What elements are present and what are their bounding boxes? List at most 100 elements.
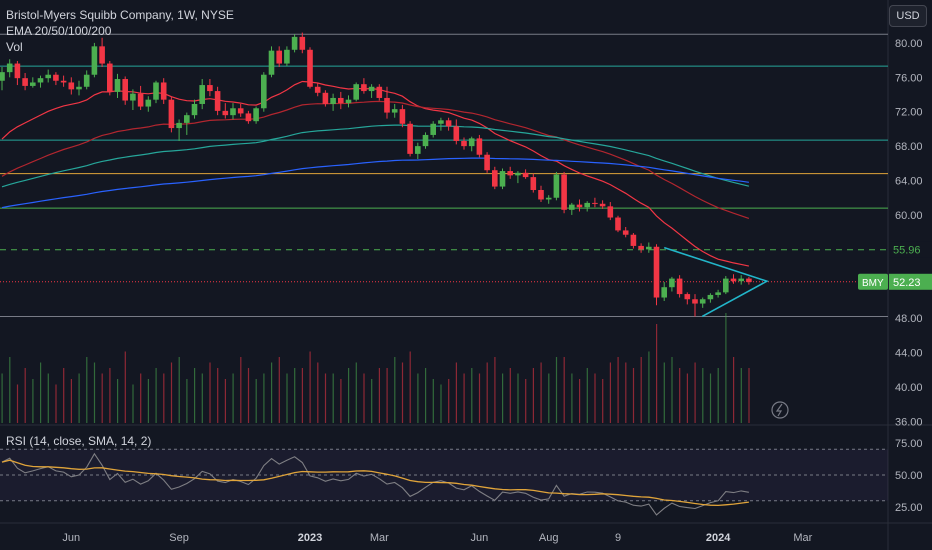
candle-body — [191, 103, 198, 116]
candle-body — [99, 46, 105, 64]
candle-body — [499, 171, 506, 187]
candle-body — [384, 97, 390, 113]
resistance-label-box — [889, 241, 932, 258]
volume-bar — [186, 379, 188, 423]
volume-bar — [386, 368, 388, 423]
candle-body — [376, 86, 383, 98]
candle-body — [268, 50, 275, 75]
volume-bar — [555, 357, 558, 423]
price-tick-label: 68.00 — [895, 141, 923, 153]
candle-body — [214, 91, 221, 111]
time-tick-label: 9 — [615, 532, 621, 544]
volume-bar — [625, 362, 627, 423]
candle-body — [592, 202, 598, 204]
volume-bar — [55, 384, 57, 423]
volume-bar — [640, 357, 642, 423]
volume-bar — [355, 362, 357, 423]
volume-bar — [671, 357, 673, 423]
candle-body — [730, 278, 737, 282]
candle-body — [661, 287, 667, 298]
price-tag-ticker-box — [858, 273, 888, 290]
currency-button[interactable]: USD — [889, 5, 927, 27]
rsi-legend[interactable]: RSI (14, close, SMA, 14, 2) — [6, 434, 152, 448]
volume-bar — [163, 373, 165, 423]
candle-body — [330, 97, 336, 104]
candle-body — [507, 171, 513, 176]
volume-bar — [740, 368, 742, 423]
candle-body — [207, 85, 213, 92]
candle-body — [638, 245, 644, 250]
volume-bar — [748, 368, 750, 423]
volume-bar — [417, 373, 419, 423]
volume-bar — [725, 313, 727, 423]
price-tick-label: 76.00 — [895, 72, 923, 84]
volume-bar — [255, 379, 257, 423]
candle-body — [553, 174, 560, 198]
candle-body — [669, 278, 675, 288]
candle-body — [307, 49, 313, 87]
volume-bar — [70, 379, 72, 423]
candle-body — [237, 108, 244, 114]
price-tag-value: 52.23 — [893, 277, 921, 289]
volume-bar — [217, 368, 219, 423]
candle-body — [699, 299, 706, 304]
volume-bar — [78, 373, 80, 423]
volume-bar — [517, 373, 519, 423]
volume-bar — [502, 373, 504, 423]
candle-body — [168, 99, 175, 129]
flash-icon — [771, 401, 789, 419]
volume-bar — [63, 368, 65, 423]
volume-bar — [494, 357, 496, 423]
volume-bar — [224, 379, 226, 423]
ema-legend[interactable]: EMA 20/50/100/200 — [6, 24, 112, 38]
candle-body — [476, 138, 483, 155]
candle-body — [30, 82, 36, 86]
volume-bar — [648, 351, 650, 423]
candle-body — [230, 108, 236, 116]
candle-body — [584, 202, 590, 208]
volume-legend[interactable]: Vol — [6, 40, 23, 54]
resistance-label: 55.96 — [893, 245, 921, 257]
candle-body — [438, 120, 444, 124]
volume-bar — [147, 379, 149, 423]
volume-bar — [93, 362, 96, 423]
candle-body — [545, 197, 552, 200]
candle-body — [276, 50, 282, 64]
volume-bar — [348, 368, 350, 423]
price-tag-value-box — [889, 273, 932, 290]
volume-bar — [240, 357, 242, 423]
volume-bar — [271, 362, 273, 423]
volume-bar — [540, 362, 542, 423]
volume-bar — [525, 379, 527, 423]
candle-body — [630, 234, 637, 246]
candle-body — [415, 146, 421, 154]
candle-body — [746, 278, 752, 283]
candle-body — [530, 177, 537, 190]
candle-body — [160, 82, 167, 100]
volume-bar — [263, 373, 265, 423]
rsi-tick-label: 75.00 — [895, 438, 923, 450]
candle-body — [284, 49, 290, 64]
candle-body — [145, 99, 152, 107]
candle-body — [515, 172, 521, 176]
candle-body — [338, 97, 344, 104]
volume-bar — [324, 373, 327, 423]
candle-body — [222, 110, 229, 116]
volume-bar — [178, 357, 180, 423]
candle-body — [407, 123, 413, 154]
candle-body — [83, 74, 90, 87]
candle-body — [692, 299, 698, 304]
candle-body — [723, 278, 729, 293]
volume-bar — [563, 357, 565, 423]
candle-body — [738, 278, 744, 282]
candle-body — [107, 63, 113, 92]
candle-body — [53, 74, 59, 81]
volume-bar — [702, 368, 704, 423]
price-tick-label: 64.00 — [895, 176, 923, 188]
time-tick-label: Jun — [471, 532, 489, 544]
volume-bar — [663, 362, 665, 423]
price-tag-ticker: BMY — [862, 278, 884, 289]
triangle-pattern — [663, 246, 769, 318]
candle-body — [368, 86, 375, 92]
